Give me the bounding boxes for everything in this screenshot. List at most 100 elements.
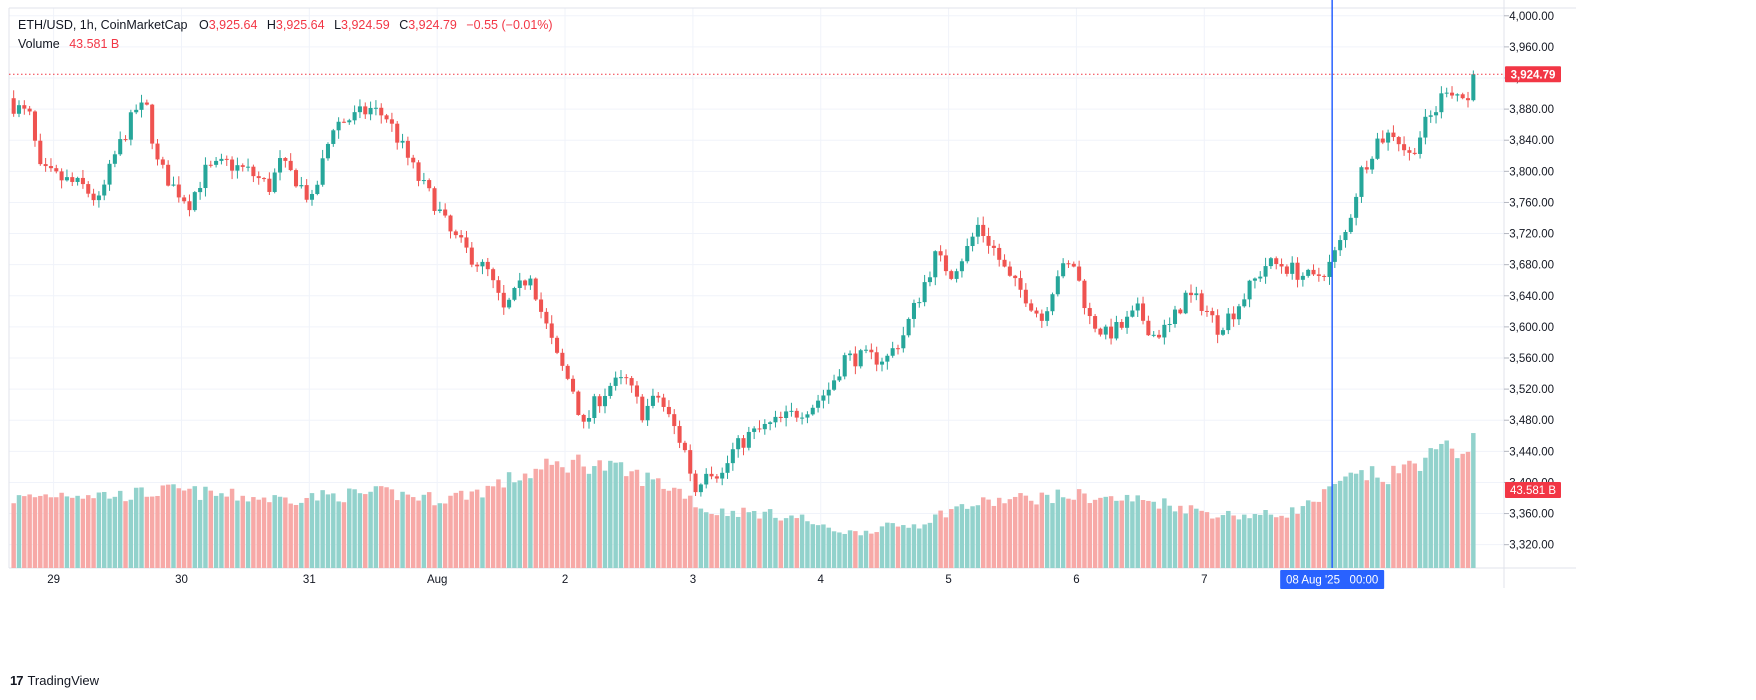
candle-body: [1061, 263, 1066, 277]
volume-bar: [267, 502, 272, 568]
volume-bar: [107, 498, 112, 568]
candle: [1332, 246, 1337, 268]
candle-body: [975, 224, 980, 237]
candle-body: [1039, 313, 1044, 321]
candle: [789, 402, 794, 417]
candle-body: [171, 184, 176, 186]
tradingview-logo[interactable]: 17 TradingView: [10, 673, 99, 688]
legend-volume-label[interactable]: Volume: [18, 37, 60, 51]
candle-body: [784, 411, 789, 418]
candle: [395, 121, 400, 150]
candle: [443, 203, 448, 218]
volume-bar: [1167, 505, 1172, 568]
candle-body: [666, 406, 671, 415]
candle: [682, 440, 687, 453]
candle: [757, 420, 762, 433]
volume-bar: [16, 495, 22, 568]
candle: [1210, 307, 1215, 323]
candle-body: [1135, 303, 1140, 311]
legend-symbol[interactable]: ETH/USD, 1h, CoinMarketCap: [18, 18, 188, 32]
candle: [1226, 307, 1231, 335]
volume-bar: [123, 501, 128, 568]
volume-bar: [357, 493, 363, 568]
volume-bar: [474, 489, 480, 568]
candle: [666, 400, 671, 418]
candle: [885, 353, 890, 370]
candle: [507, 297, 512, 310]
candle-body: [395, 123, 400, 143]
candle-body: [1279, 264, 1284, 267]
candle: [1471, 70, 1476, 102]
candle-body: [1471, 74, 1476, 101]
volume-bar: [1428, 448, 1433, 568]
candle-body: [203, 164, 208, 189]
candle: [991, 239, 996, 256]
volume-bar: [1396, 473, 1401, 568]
candle-body: [837, 376, 842, 381]
candle: [464, 230, 469, 254]
volume-bar: [565, 472, 570, 568]
candle: [1204, 305, 1209, 317]
candle: [1338, 235, 1343, 256]
volume-bar: [341, 502, 347, 568]
volume-bar: [1103, 496, 1108, 568]
candle: [1460, 92, 1465, 100]
candle: [954, 268, 959, 283]
volume-bar: [432, 505, 437, 568]
candle: [1439, 86, 1444, 119]
volume-bar: [277, 496, 283, 568]
candle: [837, 369, 842, 383]
volume-bar: [576, 454, 581, 568]
candle: [650, 388, 655, 409]
volume-bar: [597, 460, 602, 568]
volume-bar: [1284, 517, 1290, 568]
candle: [309, 189, 315, 206]
last-volume-badge-text: 43.581 B: [1510, 485, 1556, 497]
volume-bar: [640, 486, 645, 568]
candle-body: [1338, 240, 1343, 251]
candle: [1284, 264, 1289, 277]
candle-body: [730, 449, 735, 464]
candle: [1300, 272, 1305, 287]
candle-body: [1386, 132, 1391, 143]
candle: [240, 163, 245, 172]
candle-body: [272, 172, 277, 192]
candle-body: [1188, 292, 1194, 296]
candle-body: [1268, 258, 1273, 267]
candle-body: [107, 163, 112, 185]
volume-bar: [1236, 519, 1242, 568]
candle-body: [917, 302, 922, 304]
volume-bar: [522, 473, 528, 568]
candle-body: [22, 105, 27, 109]
candle: [1236, 303, 1241, 325]
candle-body: [1220, 330, 1225, 335]
volume-bar: [895, 526, 901, 568]
candle-body: [1236, 306, 1241, 320]
candle: [43, 157, 48, 172]
volume-bar: [810, 524, 815, 568]
candle-body: [341, 121, 346, 123]
candle-body: [262, 178, 267, 180]
time-axis-label: 29: [47, 574, 60, 586]
candle-body: [832, 380, 837, 390]
candle-body: [1290, 262, 1295, 274]
candle-body: [1103, 326, 1108, 335]
volume-bar: [783, 518, 789, 568]
volume-bar: [1018, 493, 1023, 568]
candle: [267, 172, 272, 196]
candle: [304, 179, 309, 203]
candle: [91, 188, 96, 206]
candle: [251, 164, 256, 183]
volume-bar: [677, 488, 682, 568]
candle: [144, 99, 149, 106]
time-axis-label: 7: [1201, 574, 1207, 586]
candle: [736, 435, 741, 458]
volume-bar: [831, 531, 837, 568]
candle-body: [1332, 250, 1337, 262]
candle: [864, 345, 869, 354]
candle-body: [597, 396, 602, 407]
candle: [895, 344, 901, 355]
candle: [437, 201, 442, 214]
